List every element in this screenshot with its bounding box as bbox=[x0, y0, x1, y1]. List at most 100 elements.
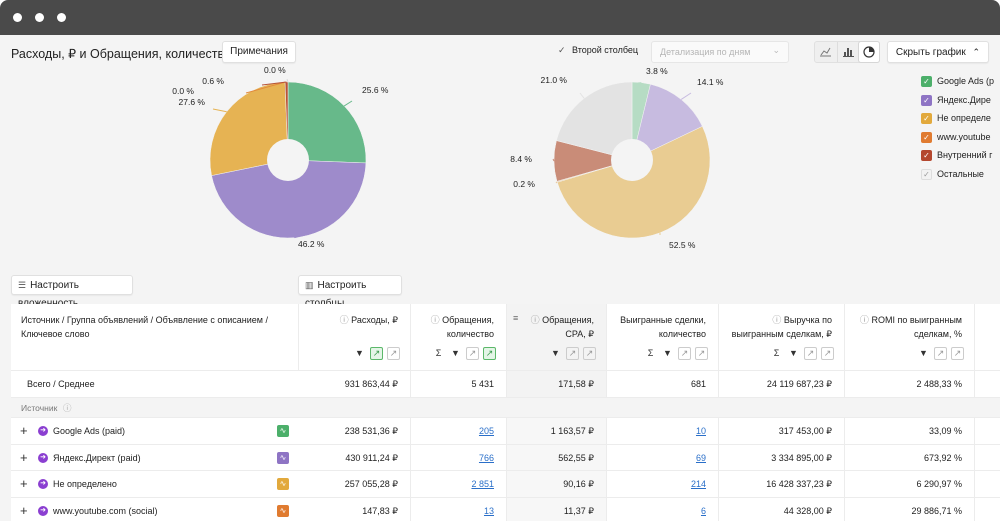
configure-columns-button[interactable]: ▥Настроить столбцы bbox=[298, 275, 402, 309]
total-label: Всего / Среднее bbox=[27, 379, 95, 389]
table-row[interactable]: + ➜ www.youtube.com (social) ∿ 147,83 ₽ 13 11,… bbox=[11, 496, 1000, 521]
table-cell: 6 290,97 % bbox=[845, 471, 975, 497]
notes-button[interactable]: Примечания bbox=[222, 41, 296, 63]
table-cell: 238 531,36 ₽ bbox=[299, 418, 411, 444]
legend-checkbox[interactable]: ✓ bbox=[921, 76, 932, 87]
sum-icon[interactable]: Σ bbox=[435, 348, 442, 358]
chart-toggle-icon[interactable]: ↗ bbox=[483, 347, 496, 360]
sum-icon[interactable]: Σ bbox=[773, 348, 780, 358]
pie1-data-label: 0.0 % bbox=[264, 65, 286, 75]
expand-icon[interactable]: + bbox=[20, 423, 28, 438]
header-cpa[interactable]: ≡ ⓘ Обращения, CPA, ₽ ▼ ↗ ↗ bbox=[507, 304, 607, 370]
drilldown-icon[interactable]: ➜ bbox=[38, 426, 48, 436]
total-cpa: 171,58 ₽ bbox=[507, 371, 607, 397]
pie1-slice[interactable] bbox=[211, 159, 367, 239]
legend-checkbox[interactable]: ✓ bbox=[921, 150, 932, 161]
chart-toggle-icon[interactable]: ↗ bbox=[934, 347, 947, 360]
table-row[interactable]: + ➜ Не определено ∿ 257 055,28 ₽ 2 851 90,16 ₽… bbox=[11, 470, 1000, 497]
expand-icon[interactable]: + bbox=[20, 449, 28, 465]
legend-checkbox[interactable]: ✓ bbox=[921, 94, 932, 106]
total-revenue: 24 119 687,23 ₽ bbox=[719, 371, 845, 397]
table-row[interactable]: + ➜ Яндекс.Директ (paid) ∿ 430 911,24 ₽ 766 56… bbox=[11, 443, 1000, 471]
filter-icon[interactable]: ▼ bbox=[919, 348, 928, 358]
cell-link[interactable]: 2 851 bbox=[471, 479, 494, 489]
chart-toggle-icon[interactable]: ↗ bbox=[695, 347, 708, 360]
header-source[interactable]: Источник / Группа объявлений / Объявлени… bbox=[11, 304, 299, 370]
pie2-slice[interactable] bbox=[631, 83, 703, 161]
filter-icon[interactable]: ▼ bbox=[355, 348, 364, 358]
legend-checkbox[interactable]: ✓ bbox=[921, 113, 932, 124]
table-cell[interactable]: 6 bbox=[607, 497, 719, 521]
table-row[interactable]: + ➜ Google Ads (paid) ∿ 238 531,36 ₽ 205 1 163… bbox=[11, 417, 1000, 444]
series-chart-icon[interactable]: ∿ bbox=[277, 425, 289, 437]
filter-icon[interactable]: ▼ bbox=[451, 348, 460, 358]
cell-link[interactable]: 10 bbox=[695, 426, 706, 436]
expand-icon[interactable]: + bbox=[20, 502, 28, 518]
header-revenue[interactable]: ⓘ Выручка по выигранным сделкам, ₽ Σ ▼ ↗ ↗ bbox=[719, 304, 845, 370]
cell-link[interactable]: 214 bbox=[690, 479, 706, 489]
table-cell[interactable]: 13 bbox=[411, 497, 507, 521]
total-romi: 2 488,33 % bbox=[845, 371, 975, 397]
drilldown-icon[interactable]: ➜ bbox=[38, 505, 48, 516]
table-cell[interactable]: 69 bbox=[607, 444, 719, 471]
drilldown-icon[interactable]: ➜ bbox=[38, 452, 48, 463]
pie2-data-label: 21.0 % bbox=[541, 75, 568, 85]
chart-toggle-icon[interactable]: ↗ bbox=[951, 347, 964, 360]
table-cell[interactable]: 766 bbox=[411, 444, 507, 471]
header-requests[interactable]: ⓘ Обращения, количество Σ ▼ ↗ ↗ bbox=[411, 304, 507, 370]
table-cell[interactable]: 2 851 bbox=[411, 471, 507, 497]
second-column-checkbox[interactable]: ✓ bbox=[558, 45, 566, 55]
chart-toggle-icon[interactable]: ↗ bbox=[466, 347, 479, 360]
chart-toggle-icon[interactable]: ↗ bbox=[387, 347, 400, 360]
configure-nesting-button[interactable]: ☰Настроить вложенность bbox=[11, 275, 133, 309]
bar-chart-button[interactable] bbox=[837, 42, 859, 62]
header-expenses[interactable]: ⓘ Расходы, ₽ ▼ ↗ ↗ bbox=[299, 304, 411, 370]
sort-icon[interactable]: ≡ bbox=[513, 313, 519, 323]
nesting-icon: ☰ bbox=[18, 280, 27, 290]
chart-toggle-icon[interactable]: ↗ bbox=[370, 347, 383, 360]
line-chart-button[interactable] bbox=[815, 42, 836, 62]
pie2-leader-line bbox=[680, 92, 692, 100]
filter-icon[interactable]: ▼ bbox=[789, 348, 798, 358]
filter-icon[interactable]: ▼ bbox=[663, 348, 672, 358]
help-icon: ⓘ bbox=[339, 315, 349, 325]
series-chart-icon[interactable]: ∿ bbox=[277, 478, 289, 490]
detail-select[interactable]: Детализация по дням ⌄ bbox=[651, 41, 789, 63]
chart-toggle-icon[interactable]: ↗ bbox=[583, 347, 596, 360]
header-won-deals[interactable]: Выигранные сделки, количество Σ ▼ ↗ ↗ bbox=[607, 304, 719, 370]
chart-toggle-icon[interactable]: ↗ bbox=[804, 347, 817, 360]
cell-link[interactable]: 6 bbox=[700, 505, 706, 516]
legend-checkbox[interactable]: ✓ bbox=[921, 168, 932, 180]
sum-icon[interactable]: Σ bbox=[647, 348, 654, 358]
pie1-slice[interactable] bbox=[287, 81, 367, 164]
chart-toggle-icon[interactable]: ↗ bbox=[678, 347, 691, 360]
header-text: Обращения, количество bbox=[442, 315, 494, 339]
series-chart-icon[interactable]: ∿ bbox=[277, 451, 289, 464]
pie-chart-button[interactable] bbox=[858, 41, 880, 63]
cell-link[interactable]: 13 bbox=[483, 505, 494, 516]
pie2-slice[interactable] bbox=[556, 126, 711, 239]
header-romi[interactable]: ⓘ ROMI по выигранным сделкам, % ▼ ↗ ↗ bbox=[845, 304, 975, 370]
table-cell[interactable]: 205 bbox=[411, 418, 507, 444]
chart-title: Расходы, ₽ и Обращения, количество bbox=[11, 47, 231, 61]
cell-link[interactable]: 69 bbox=[695, 452, 706, 463]
expand-icon[interactable]: + bbox=[20, 476, 28, 491]
pie2-data-label: 8.4 % bbox=[510, 154, 532, 164]
cell-link[interactable]: 766 bbox=[478, 452, 494, 463]
bar-chart-icon bbox=[843, 48, 854, 57]
pie2-leader-line bbox=[552, 158, 555, 162]
series-chart-icon[interactable]: ∿ bbox=[277, 504, 289, 517]
table-cell[interactable]: 214 bbox=[607, 471, 719, 497]
legend-label: Не определе bbox=[937, 113, 991, 123]
legend-checkbox[interactable]: ✓ bbox=[921, 131, 932, 143]
table-cell: 33,09 % bbox=[845, 418, 975, 444]
hide-chart-button[interactable]: Скрыть график ⌃ bbox=[887, 41, 989, 63]
cell-link[interactable]: 205 bbox=[478, 426, 494, 436]
drilldown-icon[interactable]: ➜ bbox=[38, 479, 48, 489]
table-cell[interactable]: 10 bbox=[607, 418, 719, 444]
filter-icon[interactable]: ▼ bbox=[551, 348, 560, 358]
legend-label: Остальные bbox=[937, 168, 984, 179]
chart-toggle-icon[interactable]: ↗ bbox=[566, 347, 579, 360]
pie1-data-label: 0.0 % bbox=[172, 86, 194, 96]
chart-toggle-icon[interactable]: ↗ bbox=[821, 347, 834, 360]
